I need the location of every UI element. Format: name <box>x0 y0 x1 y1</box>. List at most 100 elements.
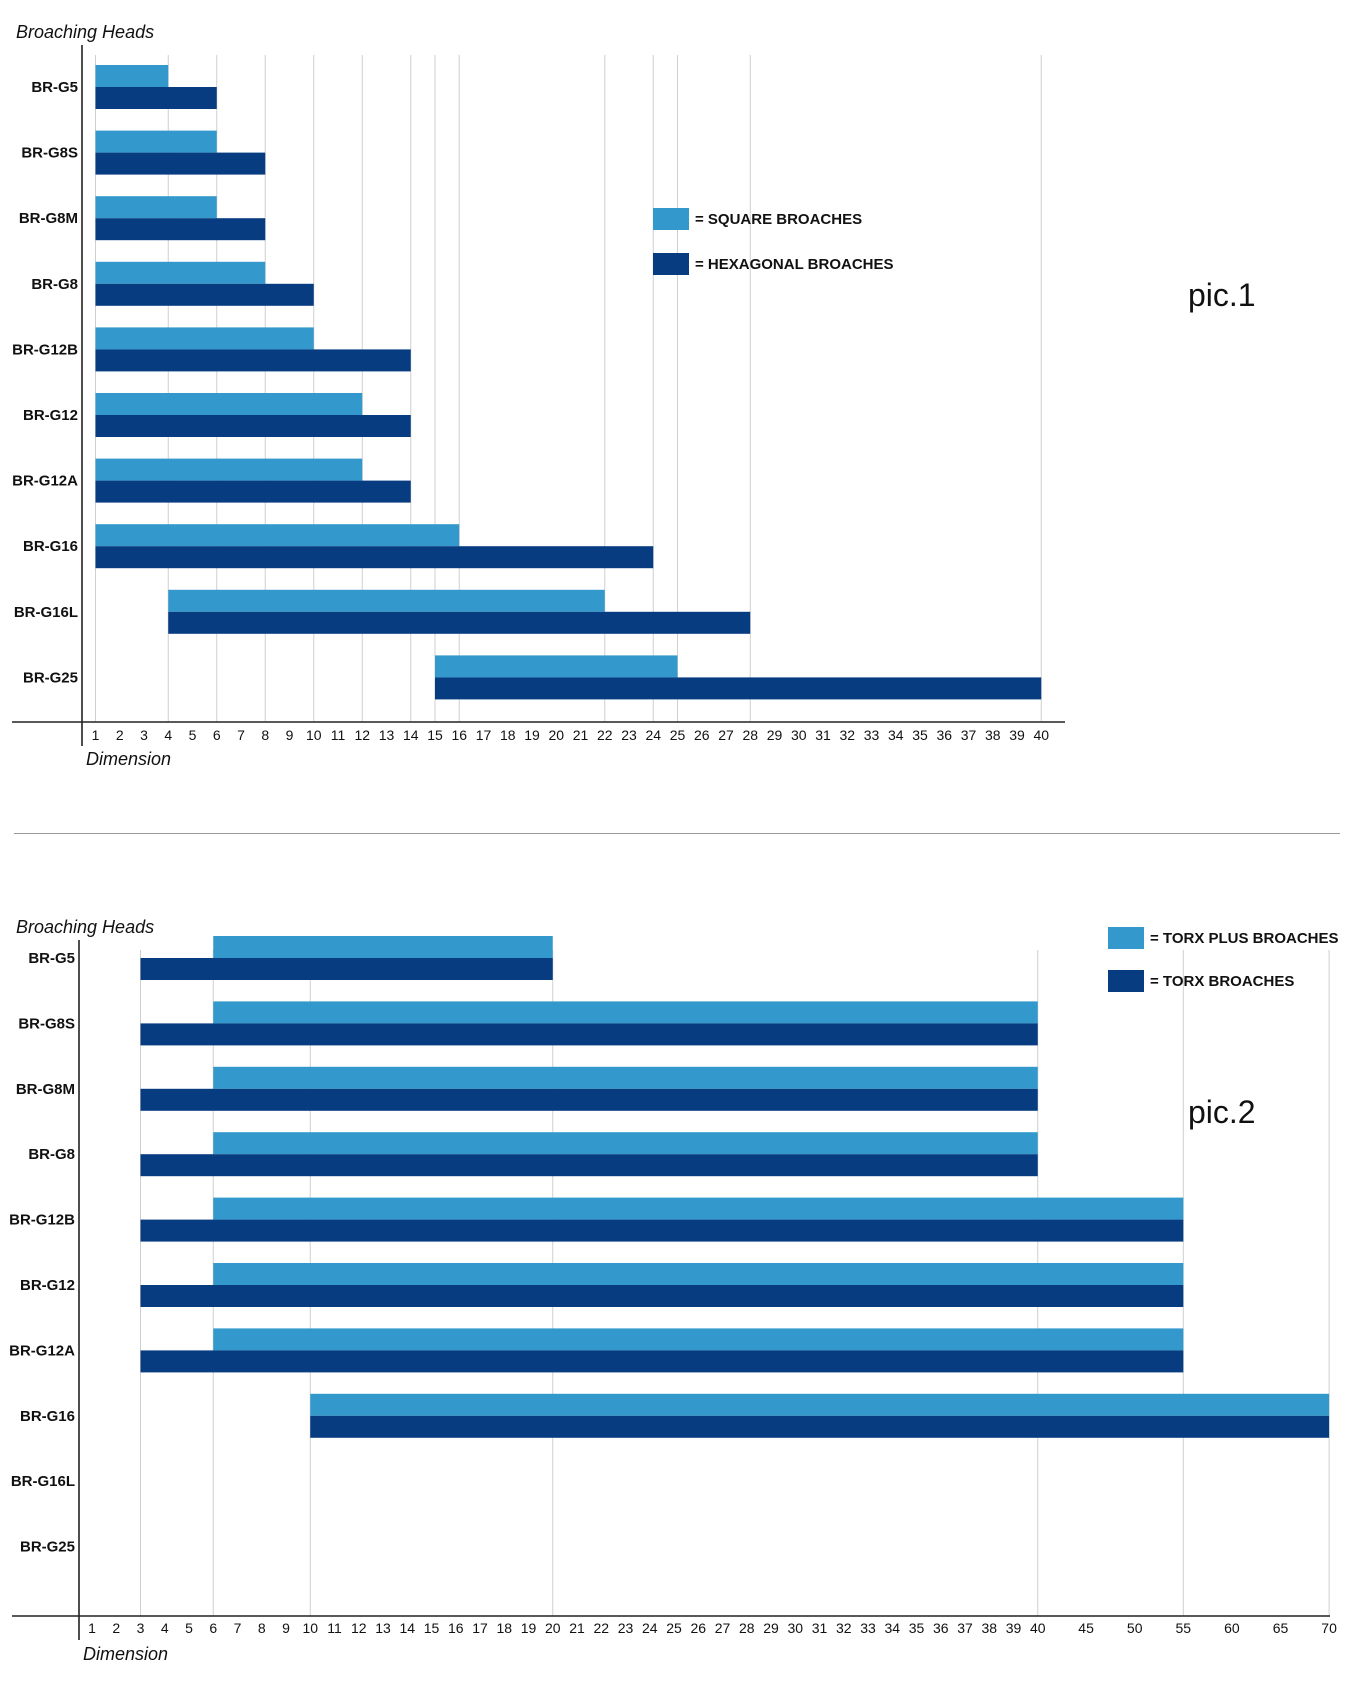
category-label: BR-G16 <box>23 538 78 555</box>
category-label: BR-G12B <box>9 1212 75 1229</box>
legend-swatch-dark <box>1108 970 1144 992</box>
legend-swatch-light <box>653 208 689 230</box>
bar-br-g8-dark <box>140 1154 1038 1177</box>
x-tick-label: 1 <box>92 727 100 743</box>
x-axis-title: Dimension <box>83 1644 168 1664</box>
x-tick-label: 40 <box>1030 1620 1046 1636</box>
x-tick-label: 4 <box>161 1620 169 1636</box>
x-tick-label: 14 <box>403 727 419 743</box>
x-tick-label: 38 <box>981 1620 997 1636</box>
x-tick-label: 16 <box>451 727 467 743</box>
chart-2-svg: BR-G5 BR-G8S BR-G8M BR-G8 BR-G12B BR-G12 BR-G1… <box>9 917 1338 1664</box>
bar-br-g5-light <box>95 65 169 87</box>
category-label: BR-G12A <box>9 1342 75 1359</box>
category-label: BR-G12 <box>23 407 78 424</box>
x-tick-label: 17 <box>476 727 492 743</box>
x-tick-label: 34 <box>888 727 904 743</box>
x-tick-label: 38 <box>985 727 1001 743</box>
x-tick-label: 10 <box>306 727 322 743</box>
x-tick-label: 39 <box>1009 727 1025 743</box>
bar-br-g16l-light <box>168 589 605 612</box>
x-tick-label: 11 <box>327 1620 342 1636</box>
x-tick-label: 20 <box>548 727 564 743</box>
x-tick-label: 8 <box>261 727 269 743</box>
x-tick-label: 24 <box>642 1620 658 1636</box>
bar-br-g16-dark <box>95 546 654 569</box>
bar-br-g8s-light <box>95 130 217 153</box>
x-tick-label: 10 <box>302 1620 318 1636</box>
x-tick-label: 70 <box>1321 1620 1337 1636</box>
bar-br-g8s-light <box>213 1001 1038 1024</box>
bar-br-g12a-light <box>95 458 363 481</box>
chart-1-svg: BR-G5 BR-G8S BR-G8M BR-G8 BR-G12B BR-G12 BR-G1… <box>12 22 1256 769</box>
category-label: BR-G12 <box>20 1277 75 1294</box>
x-tick-label: 26 <box>690 1620 706 1636</box>
category-label: BR-G8S <box>21 145 78 162</box>
x-tick-label: 7 <box>234 1620 242 1636</box>
bar-br-g16-light <box>310 1393 1330 1416</box>
x-tick-label: 13 <box>375 1620 391 1636</box>
x-tick-label: 1 <box>88 1620 96 1636</box>
bar-br-g16-light <box>95 524 460 547</box>
x-tick-label: 30 <box>787 1620 803 1636</box>
x-axis-title: Dimension <box>86 749 171 769</box>
x-tick-label: 2 <box>112 1620 120 1636</box>
x-tick-label: 36 <box>933 1620 949 1636</box>
x-tick-label: 37 <box>957 1620 973 1636</box>
bar-br-g12a-dark <box>140 1350 1184 1373</box>
x-tick-label: 31 <box>812 1620 828 1636</box>
x-tick-label: 22 <box>597 727 613 743</box>
bar-br-g8s-dark <box>95 152 266 175</box>
x-tick-label: 32 <box>836 1620 852 1636</box>
x-tick-label: 12 <box>354 727 370 743</box>
bar-br-g8-light <box>95 261 266 284</box>
x-tick-label: 5 <box>185 1620 193 1636</box>
x-tick-label: 9 <box>282 1620 290 1636</box>
bar-br-g12a-dark <box>95 480 411 503</box>
bar-br-g25-light <box>435 655 678 678</box>
x-tick-label: 45 <box>1078 1620 1094 1636</box>
x-tick-label: 33 <box>860 1620 876 1636</box>
x-tick-label: 15 <box>424 1620 440 1636</box>
bar-br-g12-dark <box>140 1285 1184 1307</box>
category-label: BR-G25 <box>23 669 78 686</box>
bar-br-g16-dark <box>310 1415 1330 1438</box>
legend-label: = HEXAGONAL BROACHES <box>695 256 894 273</box>
x-tick-label: 36 <box>936 727 952 743</box>
x-tick-label: 50 <box>1127 1620 1143 1636</box>
x-tick-label: 28 <box>742 727 758 743</box>
bar-br-g8m-dark <box>95 218 266 241</box>
x-tick-label: 23 <box>621 727 637 743</box>
x-tick-label: 35 <box>909 1620 925 1636</box>
x-tick-label: 9 <box>286 727 294 743</box>
section-divider <box>14 833 1340 834</box>
x-tick-label: 31 <box>815 727 831 743</box>
x-tick-label: 24 <box>645 727 661 743</box>
category-label: BR-G16 <box>20 1408 75 1425</box>
legend-label: = SQUARE BROACHES <box>695 211 862 228</box>
pic-annotation: pic.2 <box>1188 1094 1256 1130</box>
bar-br-g12b-dark <box>140 1219 1184 1242</box>
x-tick-label: 16 <box>448 1620 464 1636</box>
bar-br-g12-light <box>213 1263 1184 1285</box>
x-tick-label: 35 <box>912 727 928 743</box>
x-tick-label: 17 <box>472 1620 488 1636</box>
x-tick-label: 26 <box>694 727 710 743</box>
x-tick-label: 33 <box>864 727 880 743</box>
category-label: BR-G8 <box>31 276 78 293</box>
x-tick-label: 15 <box>427 727 443 743</box>
bar-br-g12b-light <box>213 1197 1184 1220</box>
x-tick-label: 3 <box>137 1620 145 1636</box>
x-tick-label: 11 <box>331 727 346 743</box>
x-tick-label: 25 <box>666 1620 682 1636</box>
x-tick-label: 39 <box>1006 1620 1022 1636</box>
bar-br-g8-light <box>213 1132 1038 1155</box>
x-tick-label: 20 <box>545 1620 561 1636</box>
bar-br-g8-dark <box>95 283 314 306</box>
x-tick-label: 60 <box>1224 1620 1240 1636</box>
x-tick-label: 55 <box>1176 1620 1192 1636</box>
x-tick-label: 8 <box>258 1620 266 1636</box>
x-tick-label: 37 <box>961 727 977 743</box>
bar-br-g8m-dark <box>140 1088 1038 1111</box>
legend-swatch-light <box>1108 927 1144 949</box>
